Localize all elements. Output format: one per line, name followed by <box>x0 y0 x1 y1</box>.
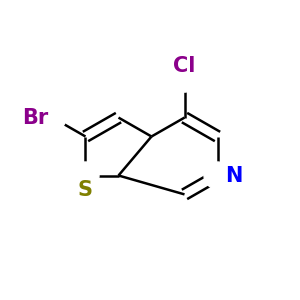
Circle shape <box>72 162 99 189</box>
Circle shape <box>204 162 231 189</box>
Text: S: S <box>78 180 93 200</box>
Circle shape <box>171 65 198 92</box>
Text: N: N <box>225 166 242 185</box>
Circle shape <box>39 104 66 131</box>
Text: Br: Br <box>22 108 48 127</box>
Text: Cl: Cl <box>173 56 196 76</box>
